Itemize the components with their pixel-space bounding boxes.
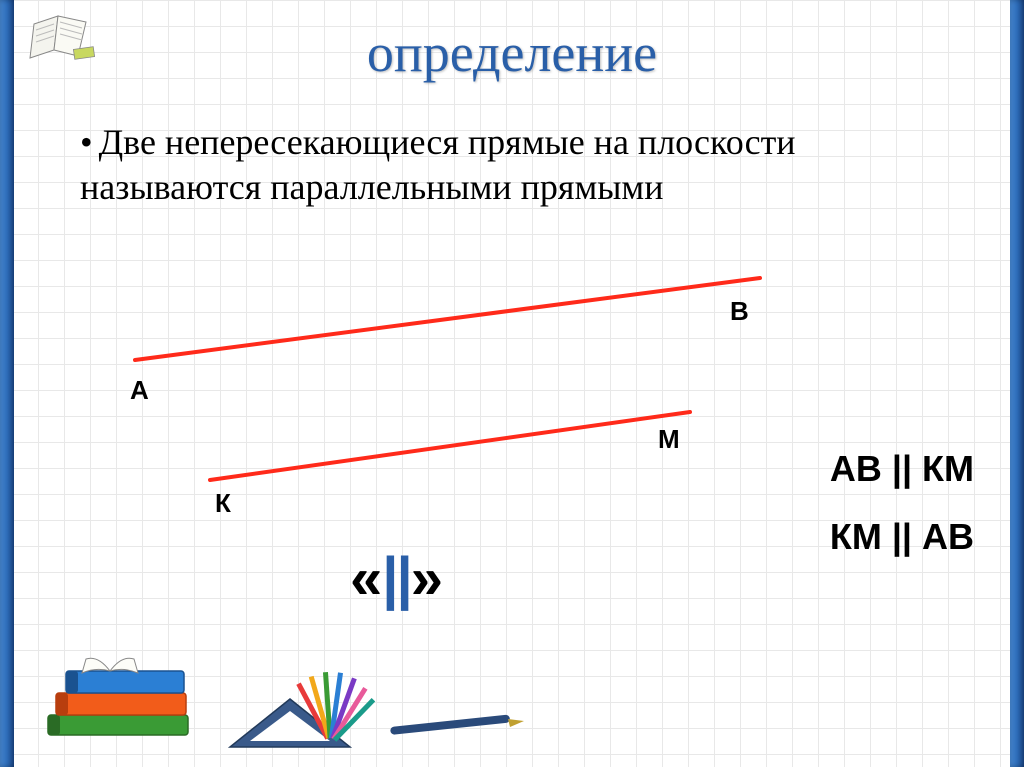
notation-line-2: КМ || АВ: [830, 503, 974, 571]
line-ab: [135, 278, 760, 360]
border-left: [0, 0, 14, 767]
definition-body: Две непересекающиеся прямые на плоскости…: [80, 122, 796, 207]
page-title: определение: [0, 22, 1024, 84]
label-a: А: [130, 375, 149, 406]
line-km: [210, 412, 690, 480]
bullet-icon: •: [80, 122, 93, 162]
border-right: [1010, 0, 1024, 767]
parallel-symbol-display: «||»: [350, 545, 443, 612]
diagram-svg: [60, 260, 820, 520]
quote-close: »: [411, 546, 443, 611]
notation-line-1: АВ || КМ: [830, 435, 974, 503]
label-m: М: [658, 424, 680, 455]
definition-text: •Две непересекающиеся прямые на плоскост…: [80, 120, 964, 210]
school-supplies-icon: [30, 619, 570, 759]
parallel-lines-diagram: А В К М: [60, 260, 820, 520]
label-k: К: [215, 488, 231, 519]
quote-open: «: [350, 546, 382, 611]
parallel-bars: ||: [382, 546, 410, 611]
label-b: В: [730, 296, 749, 327]
parallel-notation-list: АВ || КМ КМ || АВ: [830, 435, 974, 572]
